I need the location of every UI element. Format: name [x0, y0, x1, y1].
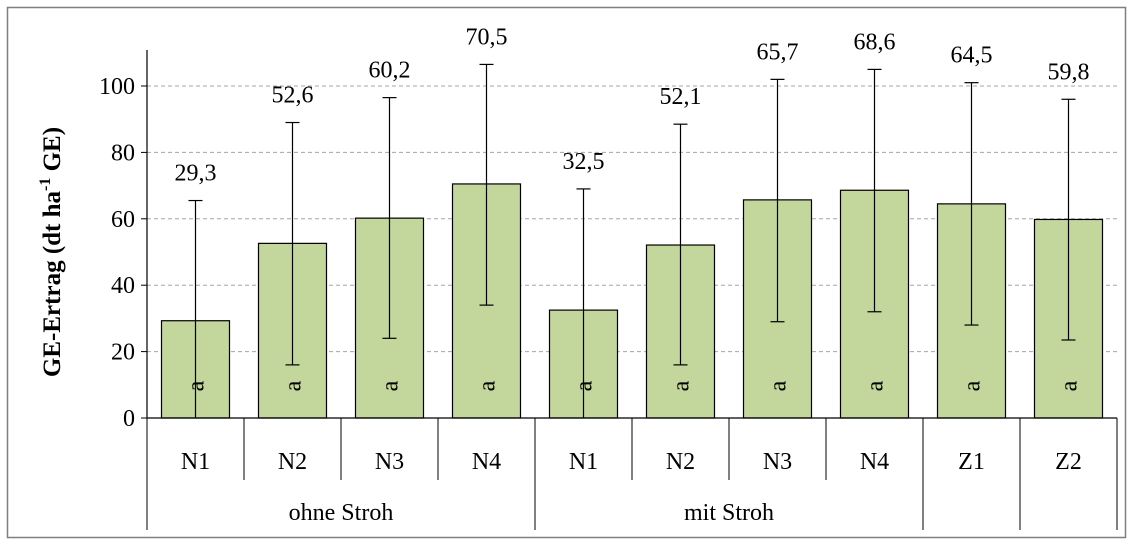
x-category-label: N3	[375, 449, 404, 475]
x-category-label: N2	[278, 449, 307, 475]
x-category-label: N4	[860, 449, 889, 475]
data-label: 32,5	[563, 149, 605, 175]
x-category-label: N1	[569, 449, 598, 475]
x-category-label: Z2	[1055, 449, 1082, 475]
x-category-label: Z1	[958, 449, 985, 475]
y-axis-title: GE-Ertrag (dt ha-1 GE)	[37, 127, 66, 377]
significance-letter: a	[572, 380, 598, 391]
significance-letter: a	[863, 380, 889, 391]
significance-letter: a	[960, 380, 986, 391]
x-category-label: N3	[763, 449, 792, 475]
data-label: 70,5	[466, 24, 508, 50]
significance-letter: a	[766, 380, 792, 391]
x-group-label: ohne Stroh	[289, 500, 394, 526]
y-axis-title-tail: GE)	[39, 127, 66, 178]
y-tick-label: 80	[111, 140, 135, 166]
x-category-label: N2	[666, 449, 695, 475]
y-tick-label: 20	[111, 340, 135, 366]
data-label: 64,5	[951, 43, 993, 69]
y-axis-title-superscript: -1	[37, 178, 54, 191]
y-tick-label: 100	[99, 74, 135, 100]
x-category-label: N1	[181, 449, 210, 475]
y-tick-label: 0	[123, 406, 135, 432]
data-label: 59,8	[1048, 59, 1090, 85]
error-bars	[188, 63, 1076, 418]
significance-letter: a	[281, 380, 307, 391]
axes	[141, 50, 1118, 530]
significance-letter: a	[475, 380, 501, 391]
data-label: 68,6	[854, 29, 896, 55]
x-category-label: N4	[472, 449, 501, 475]
x-group-label: mit Stroh	[684, 500, 774, 526]
data-label: 52,1	[660, 84, 702, 110]
y-axis-title-main: GE-Ertrag (dt ha	[39, 190, 66, 377]
significance-letter: a	[184, 380, 210, 391]
data-label: 52,6	[272, 83, 314, 109]
y-tick-label: 60	[111, 207, 135, 233]
significance-letter: a	[669, 380, 695, 391]
data-label: 60,2	[369, 58, 411, 84]
data-label: 65,7	[757, 39, 799, 65]
significance-letter: a	[378, 380, 404, 391]
labels: 0 20 40 60 80 100 29,3 a 52,6 a 60,2 a 70,5 a 32,5 a 52,…	[99, 24, 1090, 526]
data-label: 29,3	[175, 161, 217, 187]
significance-letter: a	[1057, 380, 1083, 391]
y-tick-label: 40	[111, 273, 135, 299]
